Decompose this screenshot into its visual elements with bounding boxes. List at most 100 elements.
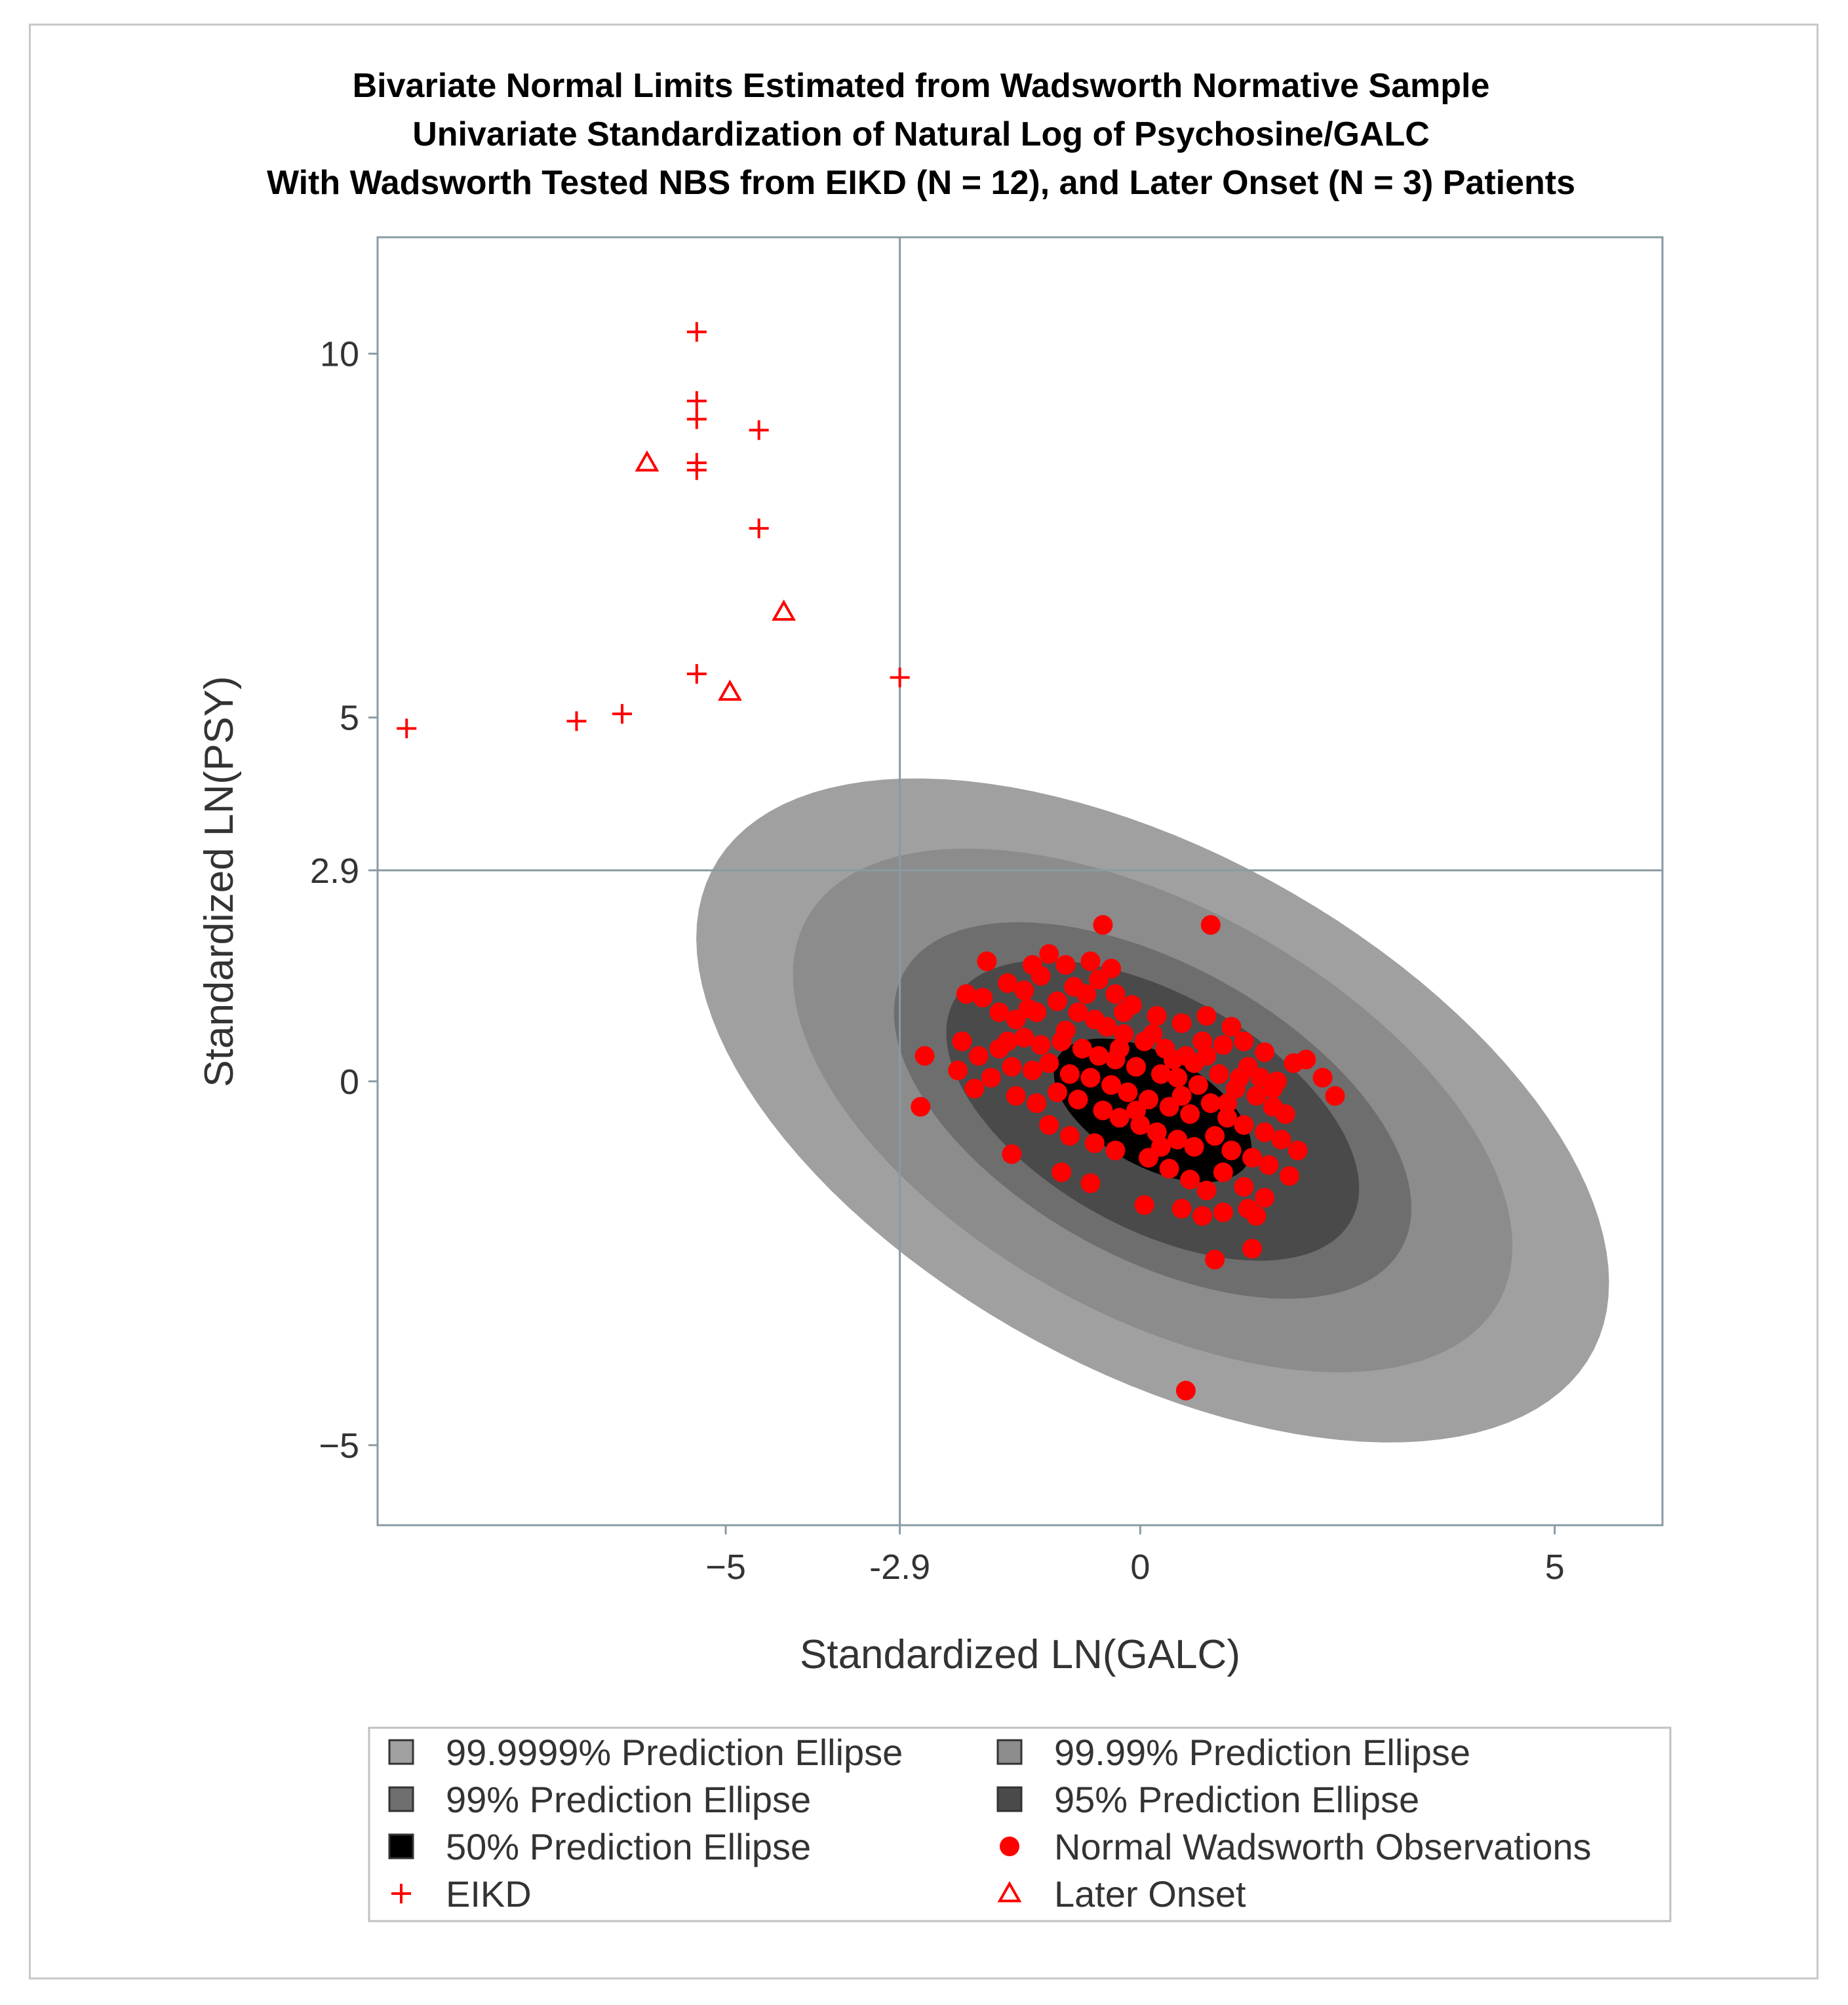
normal-observation-42 — [1325, 1086, 1345, 1106]
normal-observation-127 — [1018, 998, 1038, 1019]
normal-observation-0 — [1093, 915, 1113, 935]
eikd-point-6 — [749, 518, 769, 539]
title-line-1: Bivariate Normal Limits Estimated from W… — [353, 67, 1490, 105]
normal-observation-90 — [1205, 1126, 1225, 1146]
normal-observation-69 — [1101, 1075, 1122, 1095]
legend-marker-7 — [997, 1880, 1022, 1903]
plot-border — [376, 236, 1664, 1527]
normal-observation-46 — [1014, 1028, 1034, 1048]
normal-observation-15 — [1105, 984, 1126, 1004]
normal-observation-92 — [1242, 1148, 1263, 1168]
legend-label-5: Normal Wadsworth Observations — [1054, 1826, 1592, 1867]
normal-observation-106 — [1080, 1173, 1101, 1194]
normal-observation-116 — [914, 1045, 935, 1066]
normal-observation-128 — [1076, 984, 1097, 1004]
normal-observation-68 — [1080, 1068, 1101, 1088]
normal-observation-118 — [1002, 1144, 1022, 1164]
eikd-point-11 — [397, 718, 417, 739]
eikd-point-2 — [686, 409, 707, 429]
legend-item-5: Normal Wadsworth Observations — [1000, 1826, 1592, 1867]
normal-observation-19 — [1196, 1005, 1217, 1026]
normal-observation-110 — [1213, 1202, 1233, 1222]
normal-observation-132 — [1263, 1078, 1283, 1099]
normal-observation-117 — [911, 1097, 931, 1117]
eikd-point-1 — [686, 391, 707, 411]
normal-observation-124 — [1163, 1049, 1183, 1070]
normal-observation-58 — [1246, 1086, 1267, 1106]
normal-observation-85 — [1109, 1108, 1130, 1128]
normal-observation-44 — [968, 1045, 989, 1066]
legend-item-2: 99% Prediction Ellipse — [388, 1779, 811, 1820]
title-line-2: Univariate Standardization of Natural Lo… — [412, 115, 1430, 153]
normal-observation-81 — [1027, 1093, 1047, 1114]
normal-observation-98 — [1105, 1140, 1126, 1161]
normal-observation-53 — [1150, 1064, 1171, 1084]
chart-title: Bivariate Normal Limits Estimated from W… — [267, 67, 1575, 202]
normal-observation-26 — [1047, 991, 1067, 1011]
normal-observation-130 — [1171, 1086, 1192, 1106]
data-points — [397, 322, 1345, 1401]
normal-observation-108 — [1171, 1199, 1192, 1219]
normal-observation-119 — [1052, 1162, 1072, 1182]
normal-observation-60 — [1275, 1104, 1295, 1124]
normal-observation-7 — [1055, 955, 1076, 975]
legend-label-1: 99.99% Prediction Ellipse — [1054, 1732, 1470, 1773]
normal-observation-129 — [1109, 1038, 1130, 1059]
eikd-point-4 — [686, 460, 707, 480]
x-tick-label-3: 5 — [1545, 1548, 1565, 1587]
normal-observation-20 — [1221, 1017, 1242, 1037]
normal-observation-67 — [1059, 1064, 1080, 1084]
normal-observation-78 — [1271, 1129, 1291, 1150]
later-onset-point-2 — [717, 679, 742, 701]
normal-observation-64 — [1002, 1057, 1022, 1077]
normal-observation-74 — [1200, 1093, 1221, 1114]
reference-lines — [378, 237, 1662, 1525]
y-tick-label-4: 10 — [320, 335, 359, 374]
legend-marker-6 — [391, 1884, 411, 1903]
legend-label-3: 95% Prediction Ellipse — [1054, 1779, 1419, 1820]
normal-observation-75 — [1217, 1108, 1238, 1128]
normal-observation-23 — [989, 1002, 1010, 1022]
x-tick-label-1: -2.9 — [869, 1548, 930, 1587]
legend-item-1: 99.99% Prediction Ellipse — [996, 1732, 1470, 1773]
normal-observation-40 — [1296, 1049, 1316, 1070]
normal-observation-73 — [1180, 1104, 1200, 1124]
normal-observation-123 — [1126, 1100, 1147, 1121]
normal-observation-47 — [1031, 1035, 1051, 1055]
x-axis-ticks: −5 -2.9 0 5 — [705, 1525, 1565, 1587]
normal-observation-18 — [1171, 1013, 1192, 1033]
legend-label-7: Later Onset — [1054, 1873, 1246, 1915]
normal-observation-94 — [1279, 1166, 1299, 1186]
legend-label-0: 99.9999% Prediction Ellipse — [446, 1732, 903, 1773]
normal-observation-131 — [1217, 1093, 1238, 1114]
normal-observation-43 — [952, 1031, 972, 1051]
normal-observation-76 — [1234, 1115, 1254, 1135]
legend: 99.9999% Prediction Ellipse 99.99% Predic… — [368, 1726, 1672, 1922]
normal-observation-107 — [1134, 1195, 1154, 1215]
normal-observation-79 — [1288, 1140, 1308, 1161]
normal-observation-109 — [1192, 1206, 1213, 1226]
normal-observation-122 — [1184, 1053, 1204, 1074]
normal-observation-125 — [1192, 1031, 1213, 1051]
normal-observation-83 — [1068, 1089, 1088, 1110]
normal-observation-133 — [1055, 1021, 1076, 1041]
legend-swatch-1 — [996, 1739, 1023, 1765]
normal-observation-66 — [1039, 1053, 1059, 1074]
normal-observation-65 — [1022, 1061, 1042, 1081]
y-tick-label-3: 5 — [340, 699, 359, 738]
normal-observation-62 — [964, 1078, 985, 1099]
normal-observation-100 — [1159, 1159, 1179, 1179]
eikd-point-5 — [749, 420, 769, 440]
legend-label-4: 50% Prediction Ellipse — [446, 1826, 811, 1867]
normal-observation-3 — [973, 988, 993, 1008]
normal-observation-135 — [1150, 1137, 1171, 1157]
normal-observation-6 — [1039, 944, 1059, 964]
normal-observation-52 — [1126, 1057, 1147, 1077]
normal-observation-97 — [1084, 1133, 1105, 1154]
normal-observation-89 — [1184, 1137, 1204, 1157]
normal-observation-11 — [1014, 981, 1034, 1001]
legend-item-0: 99.9999% Prediction Ellipse — [388, 1732, 903, 1773]
normal-observation-103 — [1213, 1162, 1233, 1182]
normal-observation-121 — [1143, 1024, 1163, 1044]
normal-observation-91 — [1221, 1140, 1242, 1161]
